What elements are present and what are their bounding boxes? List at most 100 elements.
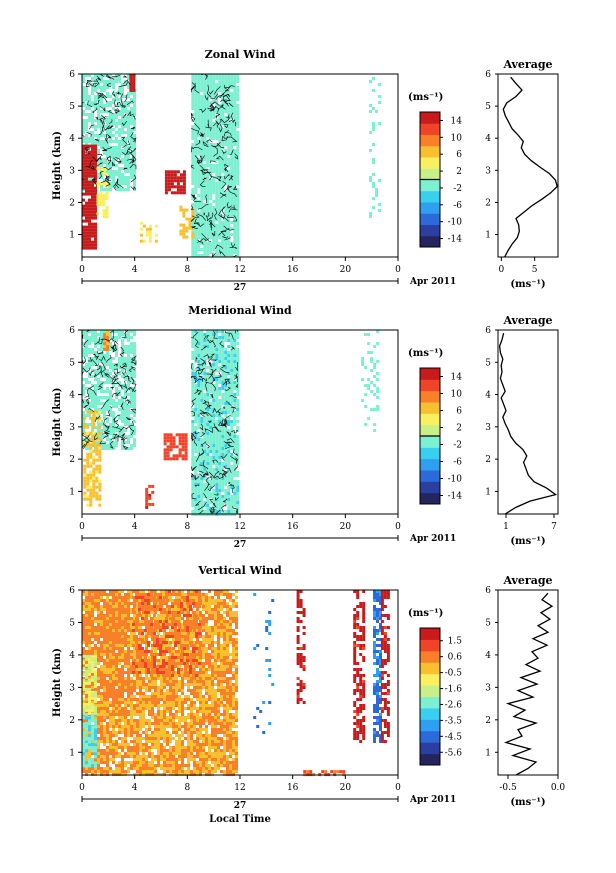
- heatmap-cell: [124, 348, 127, 351]
- contour-line: [223, 225, 235, 231]
- heatmap-cell: [224, 402, 228, 405]
- heatmap-cell: [179, 205, 183, 209]
- heatmap-cell: [203, 128, 207, 131]
- heatmap-cell: [212, 360, 216, 363]
- heatmap-cell: [215, 390, 219, 393]
- heatmap-cell: [91, 605, 94, 608]
- heatmap-cell: [98, 464, 102, 468]
- contour-line: [203, 493, 207, 499]
- heatmap-cell: [118, 402, 121, 405]
- heatmap-cell: [100, 170, 103, 173]
- heatmap-cell: [94, 360, 97, 363]
- heatmap-cell: [200, 486, 204, 489]
- heatmap-cell: [221, 155, 225, 158]
- heatmap-cell: [124, 95, 127, 98]
- heatmap-cell: [97, 342, 100, 345]
- heatmap-cell: [132, 74, 136, 77]
- heatmap-cell: [212, 417, 216, 420]
- heatmap-cell: [200, 125, 204, 128]
- heatmap-cell: [236, 459, 240, 462]
- heatmap-cell: [215, 504, 219, 507]
- heatmap-cell: [236, 333, 240, 336]
- heatmap-cell: [82, 228, 85, 232]
- heatmap-cell: [212, 510, 216, 513]
- heatmap-cell: [121, 710, 124, 713]
- heatmap-cell: [106, 599, 109, 602]
- heatmap-cell: [94, 198, 97, 202]
- contour-line: [200, 441, 207, 447]
- heatmap-cell: [200, 230, 204, 233]
- heatmap-cell: [98, 485, 102, 489]
- heatmap-cell: [88, 222, 91, 226]
- heatmap-cell: [372, 77, 375, 80]
- heatmap-cell: [197, 405, 201, 408]
- heatmap-cell: [133, 345, 136, 348]
- heatmap-cell: [233, 197, 237, 200]
- heatmap-cell: [124, 629, 127, 632]
- heatmap-cell: [97, 758, 100, 761]
- heatmap-cell: [173, 176, 177, 180]
- heatmap-cell: [91, 180, 94, 184]
- heatmap-cell: [200, 113, 204, 116]
- heatmap-cell: [97, 402, 100, 405]
- heatmap-cell: [372, 122, 375, 125]
- heatmap-cell: [179, 188, 183, 192]
- heatmap-cell: [200, 119, 204, 122]
- heatmap-cell: [203, 146, 207, 149]
- heatmap-cell: [167, 182, 171, 186]
- heatmap-cell: [118, 330, 121, 333]
- heatmap-cell: [109, 333, 112, 336]
- heatmap-cell: [94, 101, 97, 104]
- heatmap-cell: [115, 122, 118, 125]
- heatmap-cell: [203, 453, 207, 456]
- contour-line: [229, 243, 236, 248]
- heatmap-cell: [212, 227, 216, 230]
- heatmap-cell: [124, 737, 127, 740]
- heatmap-cell: [194, 143, 198, 146]
- heatmap-cell: [227, 125, 231, 128]
- contour-line: [112, 426, 123, 431]
- contour-line: [195, 356, 198, 362]
- heatmap-cell: [236, 182, 240, 185]
- heatmap-cell: [218, 140, 222, 143]
- heatmap-cell: [169, 448, 173, 452]
- heatmap-cell: [127, 357, 130, 360]
- heatmap-cell: [218, 441, 222, 444]
- heatmap-cell: [221, 191, 225, 194]
- heatmap-cell: [118, 185, 121, 188]
- heatmap-cell: [206, 185, 210, 188]
- contour-line: [123, 437, 128, 445]
- heatmap-cell: [95, 470, 99, 474]
- heatmap-cell: [212, 495, 216, 498]
- heatmap-cell: [194, 134, 198, 137]
- contour-line: [215, 113, 220, 119]
- heatmap-cell: [115, 113, 118, 116]
- heatmap-cell: [200, 233, 204, 236]
- heatmap-cell: [115, 182, 118, 185]
- heatmap-cell: [233, 483, 237, 486]
- heatmap-cell: [82, 593, 85, 596]
- heatmap-cell: [215, 438, 219, 441]
- heatmap-cell: [118, 698, 121, 701]
- heatmap-cell: [118, 692, 121, 695]
- heatmap-cell: [88, 144, 91, 148]
- heatmap-cell: [86, 476, 90, 480]
- heatmap-cell: [194, 354, 198, 357]
- heatmap-cell: [100, 116, 103, 119]
- heatmap-cell: [121, 746, 124, 749]
- heatmap-cell: [112, 746, 115, 749]
- heatmap-cell: [133, 360, 136, 363]
- heatmap-cell: [364, 366, 368, 369]
- heatmap-cell: [230, 197, 234, 200]
- heatmap-cell: [233, 459, 237, 462]
- heatmap-cell: [367, 351, 371, 354]
- heatmap-cell: [194, 429, 198, 432]
- contour-line: [222, 380, 228, 386]
- x-tick-label: 0: [79, 522, 85, 532]
- heatmap-cell: [98, 437, 102, 441]
- contour-line: [199, 464, 209, 470]
- heatmap-cell: [227, 179, 231, 182]
- heatmap-cell: [88, 95, 91, 98]
- heatmap-cell: [218, 399, 222, 402]
- chart-title: Meridional Wind: [188, 304, 292, 317]
